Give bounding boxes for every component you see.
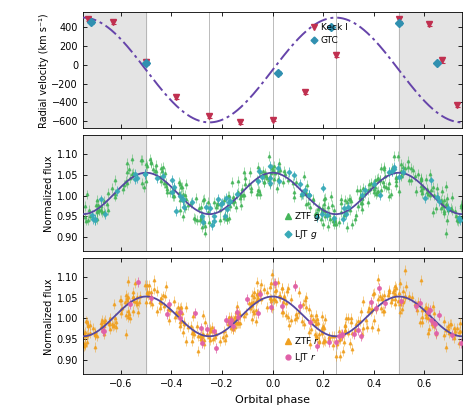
Bar (399, 136, 462, 251)
Y-axis label: Normalized flux: Normalized flux (44, 278, 54, 355)
Bar (83, 12, 146, 129)
Y-axis label: Radial velocity (km s⁻¹): Radial velocity (km s⁻¹) (39, 13, 49, 128)
Legend: ZTF $g$, LJT $g$: ZTF $g$, LJT $g$ (281, 207, 325, 245)
Legend: Keck I, GTC: Keck I, GTC (308, 19, 351, 49)
X-axis label: Orbital phase: Orbital phase (235, 395, 310, 405)
Bar (83, 258, 146, 374)
Bar (399, 258, 462, 374)
Y-axis label: Normalized flux: Normalized flux (44, 155, 54, 232)
Legend: ZTF $r$, LJT $r$: ZTF $r$, LJT $r$ (282, 332, 324, 368)
Bar (83, 136, 146, 251)
Bar (399, 12, 462, 129)
